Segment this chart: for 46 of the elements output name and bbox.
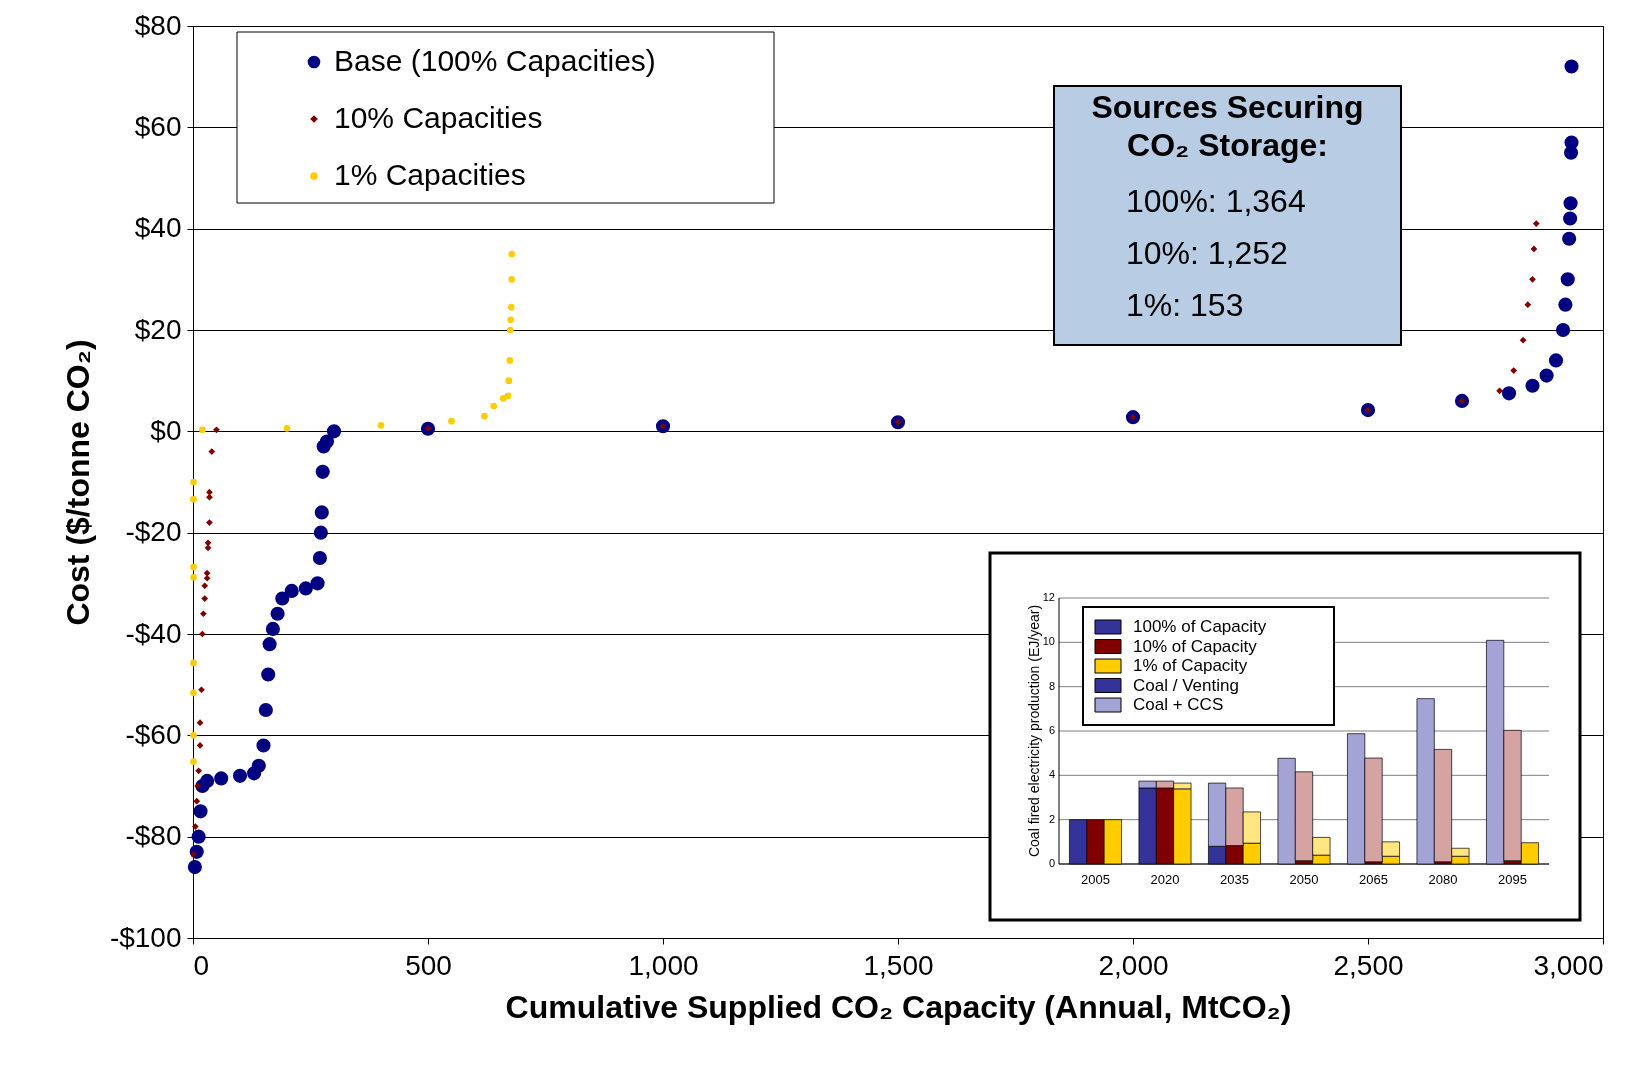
y-tick-label: 6 <box>1048 724 1055 736</box>
y-tick-label: $80 <box>134 9 182 41</box>
x-tick-label: 500 <box>405 949 452 981</box>
y-tick-label: 8 <box>1048 679 1055 692</box>
annotation: 1%: 153 <box>1126 287 1244 323</box>
x-axis-title: Cumulative Supplied CO₂ Capacity (Annual, MtCO₂) <box>505 988 1292 1025</box>
x-tick-label: 3,000 <box>1533 949 1604 981</box>
x-tick-label: 2020 <box>1150 872 1180 887</box>
y-tick-label: 4 <box>1048 768 1055 781</box>
annotation: 100%: 1,364 <box>1126 183 1306 219</box>
y-axis-title: Coal fired electricity production (EJ/year) <box>1026 604 1042 858</box>
y-tick-label: -$40 <box>125 617 182 649</box>
x-tick-label: 2050 <box>1289 872 1319 887</box>
annotation: 1% of Capacity <box>1133 656 1248 675</box>
x-tick-label: 2005 <box>1081 872 1110 887</box>
legend-label: 1% Capacities <box>334 158 526 191</box>
x-tick-label: 2065 <box>1359 872 1388 887</box>
y-tick-label: -$60 <box>125 718 182 750</box>
y-tick-label: -$100 <box>109 921 182 953</box>
annotation: 10%: 1,252 <box>1126 235 1288 271</box>
y-tick-label: $60 <box>134 110 182 142</box>
x-tick-label: 2080 <box>1428 872 1458 887</box>
y-tick-label: $40 <box>134 212 182 244</box>
y-tick-label: $20 <box>134 313 182 345</box>
y-tick-label: 0 <box>1048 857 1055 869</box>
x-tick-label: 2,500 <box>1333 949 1404 981</box>
legend-label: 10% Capacities <box>334 101 543 134</box>
y-tick-label: 12 <box>1042 591 1055 603</box>
y-tick-label: -$20 <box>125 516 182 548</box>
x-tick-label: 1,000 <box>628 949 699 981</box>
y-tick-label: 10 <box>1042 635 1055 648</box>
annotation: Sources Securing CO₂ Storage: <box>1091 89 1364 163</box>
x-tick-label: 2,000 <box>1098 949 1169 981</box>
legend-label: Base (100% Capacities) <box>334 44 656 77</box>
legend-label: Coal + CCS <box>1133 695 1224 714</box>
annotation: 10% of Capacity <box>1133 636 1258 656</box>
x-tick-label: 2035 <box>1220 872 1249 887</box>
x-tick-label: 0 <box>193 949 210 981</box>
x-tick-label: 2095 <box>1498 872 1527 887</box>
x-tick-label: 1,500 <box>863 949 934 981</box>
annotation: 100% of Capacity <box>1133 617 1267 636</box>
y-tick-label: 2 <box>1048 812 1055 825</box>
y-tick-label: $0 <box>150 414 182 446</box>
legend-label: Coal / Venting <box>1133 675 1239 695</box>
y-tick-label: -$80 <box>125 820 182 852</box>
y-axis-title: Cost ($/tonne CO₂) <box>59 339 96 626</box>
